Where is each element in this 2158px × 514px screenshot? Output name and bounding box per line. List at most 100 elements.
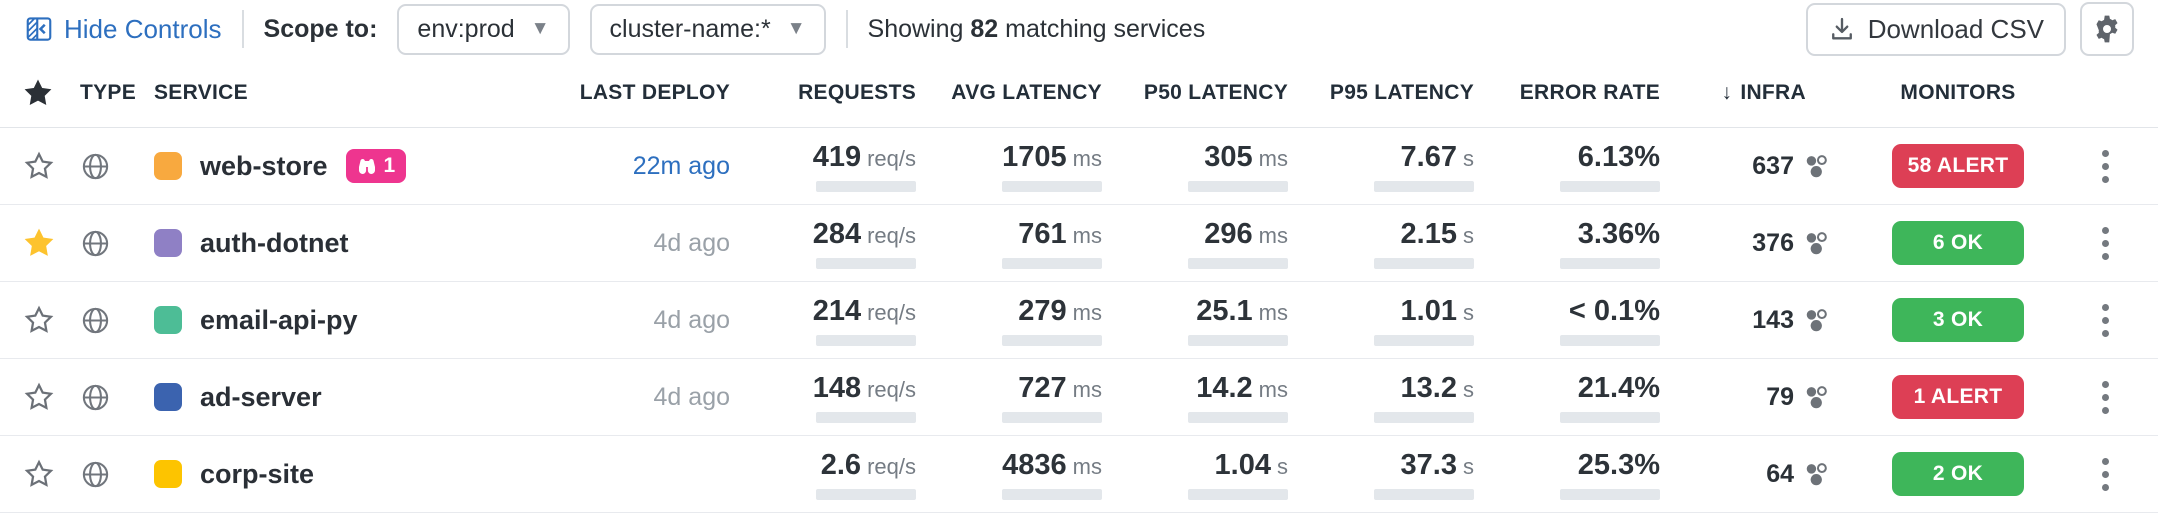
error-rate-bar — [1560, 334, 1660, 346]
avg-latency-unit: ms — [1072, 222, 1102, 248]
column-header-monitors[interactable]: MONITORS — [1900, 80, 2016, 104]
p95-latency-cell: 7.67 s — [1318, 141, 1504, 192]
requests-bar — [816, 334, 916, 346]
column-header-requests[interactable]: REQUESTS — [798, 80, 916, 104]
watchdog-count: 1 — [383, 154, 396, 177]
requests-bar — [816, 180, 916, 192]
matching-services-summary: Showing 82 matching services — [868, 15, 1206, 44]
requests-unit: req/s — [867, 453, 916, 479]
monitor-badge[interactable]: 2 OK — [1892, 452, 2024, 496]
service-name[interactable]: ad-server — [200, 381, 322, 412]
favorite-star-icon[interactable] — [24, 151, 80, 181]
service-cell: auth-dotnet — [154, 228, 570, 259]
scope-to-label: Scope to: — [263, 14, 378, 43]
monitors-cell: 58 ALERT — [1840, 144, 2076, 188]
p95-latency-unit: s — [1463, 376, 1474, 402]
service-name[interactable]: web-store — [200, 150, 328, 181]
row-actions-kebab-icon[interactable] — [2076, 452, 2134, 497]
p50-latency-bar — [1188, 257, 1288, 269]
avg-latency-value: 761 — [1018, 217, 1067, 250]
cluster-filter-select[interactable]: cluster-name:* ▼ — [589, 3, 826, 55]
p50-latency-cell: 25.1 ms — [1132, 295, 1318, 346]
p50-latency-unit: ms — [1258, 145, 1288, 171]
showing-prefix: Showing — [867, 14, 964, 43]
hosts-icon — [1803, 461, 1830, 488]
avg-latency-cell: 761 ms — [946, 218, 1132, 269]
column-header-p50-latency[interactable]: P50 LATENCY — [1143, 80, 1288, 104]
last-deploy-value[interactable]: 4d ago — [653, 382, 730, 411]
avg-latency-cell: 279 ms — [946, 295, 1132, 346]
requests-bar — [816, 411, 916, 423]
avg-latency-value: 727 — [1018, 371, 1067, 404]
toolbar-right-group: Download CSV — [1805, 2, 2134, 56]
service-type-web-icon — [80, 382, 154, 413]
watchdog-badge[interactable]: 1 — [345, 149, 407, 183]
last-deploy-cell: 22m ago — [570, 152, 760, 181]
requests-value: 284 — [812, 217, 862, 250]
error-rate-bar — [1560, 488, 1660, 500]
last-deploy-value[interactable]: 22m ago — [632, 151, 730, 180]
favorite-star-icon[interactable] — [24, 305, 80, 335]
column-header-error-rate[interactable]: ERROR RATE — [1519, 80, 1660, 104]
avg-latency-bar — [1002, 334, 1102, 346]
last-deploy-value[interactable]: 4d ago — [653, 305, 730, 334]
row-actions-kebab-icon[interactable] — [2076, 298, 2134, 343]
last-deploy-cell: 4d ago — [570, 306, 760, 335]
favorites-column-header-star-icon[interactable] — [24, 79, 80, 107]
infra-count[interactable]: 79 — [1766, 382, 1794, 411]
avg-latency-value: 279 — [1018, 294, 1067, 327]
error-rate-value: 6.13% — [1577, 140, 1660, 173]
service-color-swatch — [154, 306, 182, 334]
infra-count[interactable]: 376 — [1752, 228, 1794, 257]
p95-latency-value: 37.3 — [1400, 448, 1457, 481]
row-actions-kebab-icon[interactable] — [2076, 144, 2134, 189]
service-table-body: web-store 1 22m ago 419 req/s 1705 ms 305 m… — [0, 128, 2158, 513]
chevron-down-icon: ▼ — [530, 18, 550, 39]
monitor-badge[interactable]: 58 ALERT — [1892, 144, 2024, 188]
favorite-star-icon[interactable] — [24, 228, 80, 258]
avg-latency-value: 4836 — [1002, 448, 1067, 481]
monitor-badge[interactable]: 6 OK — [1892, 221, 2024, 265]
service-cell: corp-site — [154, 459, 570, 490]
column-header-p95-latency[interactable]: P95 LATENCY — [1329, 80, 1474, 104]
download-csv-button[interactable]: Download CSV — [1805, 2, 2066, 56]
requests-cell: 284 req/s — [760, 218, 946, 269]
requests-bar — [816, 488, 916, 500]
hide-controls-button[interactable]: Hide Controls — [24, 14, 222, 45]
last-deploy-cell: 4d ago — [570, 229, 760, 258]
avg-latency-cell: 1705 ms — [946, 141, 1132, 192]
error-rate-value: 21.4% — [1577, 371, 1660, 404]
sort-descending-arrow-icon: ↓ — [1721, 80, 1733, 104]
table-settings-button[interactable] — [2080, 2, 2134, 56]
favorite-star-icon[interactable] — [24, 382, 80, 412]
service-name[interactable]: auth-dotnet — [200, 227, 349, 258]
infra-count[interactable]: 64 — [1766, 459, 1794, 488]
showing-suffix: matching services — [1005, 14, 1206, 43]
avg-latency-unit: ms — [1072, 299, 1102, 325]
infra-cell: 64 — [1690, 460, 1840, 489]
p50-latency-unit: ms — [1258, 376, 1288, 402]
service-color-swatch — [154, 229, 182, 257]
monitor-badge[interactable]: 3 OK — [1892, 298, 2024, 342]
column-header-avg-latency[interactable]: AVG LATENCY — [951, 80, 1102, 104]
row-actions-kebab-icon[interactable] — [2076, 221, 2134, 266]
column-header-last-deploy[interactable]: LAST DEPLOY — [579, 80, 730, 104]
favorite-star-icon[interactable] — [24, 459, 80, 489]
error-rate-cell: < 0.1% — [1504, 295, 1690, 346]
p95-latency-value: 1.01 — [1400, 294, 1457, 327]
column-header-service[interactable]: SERVICE — [154, 80, 248, 104]
last-deploy-value[interactable]: 4d ago — [653, 228, 730, 257]
env-filter-select[interactable]: env:prod ▼ — [397, 3, 570, 55]
p50-latency-value: 25.1 — [1196, 294, 1253, 327]
infra-count[interactable]: 143 — [1752, 305, 1794, 334]
infra-count[interactable]: 637 — [1752, 151, 1794, 180]
column-header-infra[interactable]: ↓ INFRA — [1690, 81, 1840, 105]
column-header-type[interactable]: TYPE — [80, 80, 137, 104]
env-filter-value: env:prod — [417, 14, 515, 43]
monitor-badge[interactable]: 1 ALERT — [1892, 375, 2024, 419]
service-name[interactable]: email-api-py — [200, 304, 358, 335]
collapse-panel-icon — [24, 14, 54, 44]
service-name[interactable]: corp-site — [200, 458, 315, 489]
service-color-swatch — [154, 460, 182, 488]
row-actions-kebab-icon[interactable] — [2076, 375, 2134, 420]
